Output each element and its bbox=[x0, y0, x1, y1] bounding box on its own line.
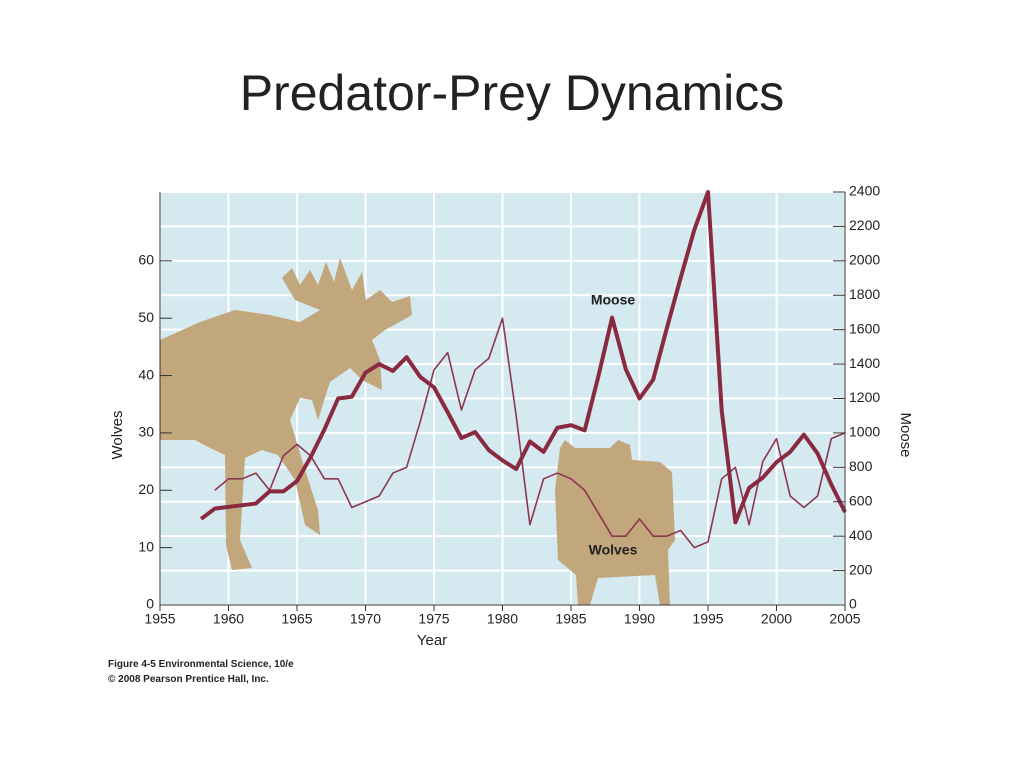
x-axis-title: Year bbox=[417, 632, 447, 649]
x-tick-label: 2000 bbox=[761, 611, 792, 627]
y-tick-label: 40 bbox=[138, 366, 154, 382]
y2-axis-title: Moose bbox=[897, 412, 914, 457]
y-tick-label: 60 bbox=[138, 252, 154, 268]
series-layer bbox=[199, 190, 847, 549]
y2-tick-label: 0 bbox=[849, 596, 857, 612]
y2-tick-label: 1000 bbox=[849, 424, 880, 440]
moose-silhouette bbox=[160, 258, 412, 570]
x-tick-label: 1995 bbox=[692, 611, 723, 627]
chart-title: Predator-Prey Dynamics bbox=[240, 65, 785, 121]
y2-tick-label: 800 bbox=[849, 458, 873, 474]
y2-tick-label: 2000 bbox=[849, 252, 880, 268]
y-tick-label: 50 bbox=[138, 309, 154, 325]
y2-tick-label: 2400 bbox=[849, 183, 880, 199]
y2-tick-label: 1200 bbox=[849, 389, 880, 405]
x-tick-label: 1970 bbox=[350, 611, 381, 627]
x-tick-label: 1955 bbox=[144, 611, 175, 627]
y-tick-label: 0 bbox=[146, 596, 154, 612]
y2-tick-label: 200 bbox=[849, 561, 873, 577]
y2-tick-label: 1800 bbox=[849, 286, 880, 302]
x-tick-label: 2005 bbox=[829, 611, 860, 627]
x-tick-label: 1985 bbox=[555, 611, 586, 627]
copyright-note: © 2008 Pearson Prentice Hall, Inc. bbox=[108, 674, 269, 685]
figure-note: Figure 4-5 Environmental Science, 10/e bbox=[108, 659, 294, 670]
series-label: Moose bbox=[591, 292, 636, 308]
y2-tick-label: 1400 bbox=[849, 355, 880, 371]
y-axis-title: Wolves bbox=[109, 411, 126, 460]
y2-tick-label: 1600 bbox=[849, 320, 880, 336]
y-tick-label: 20 bbox=[138, 481, 154, 497]
wolf-silhouette bbox=[555, 440, 675, 605]
x-tick-label: 1980 bbox=[487, 611, 518, 627]
x-tick-label: 1960 bbox=[213, 611, 244, 627]
y-tick-label: 10 bbox=[138, 538, 154, 554]
y2-tick-label: 2200 bbox=[849, 217, 880, 233]
series-label: Wolves bbox=[589, 542, 638, 558]
x-tick-label: 1990 bbox=[624, 611, 655, 627]
x-tick-label: 1975 bbox=[418, 611, 449, 627]
y-tick-label: 30 bbox=[138, 424, 154, 440]
x-tick-label: 1965 bbox=[281, 611, 312, 627]
y2-tick-label: 600 bbox=[849, 492, 873, 508]
series-line bbox=[214, 317, 846, 549]
series-line bbox=[199, 190, 847, 525]
axes: 1955 1960 1965 1970 1975 1980 1985 1990 1995 2000… bbox=[138, 183, 880, 627]
y2-tick-label: 400 bbox=[849, 527, 873, 543]
